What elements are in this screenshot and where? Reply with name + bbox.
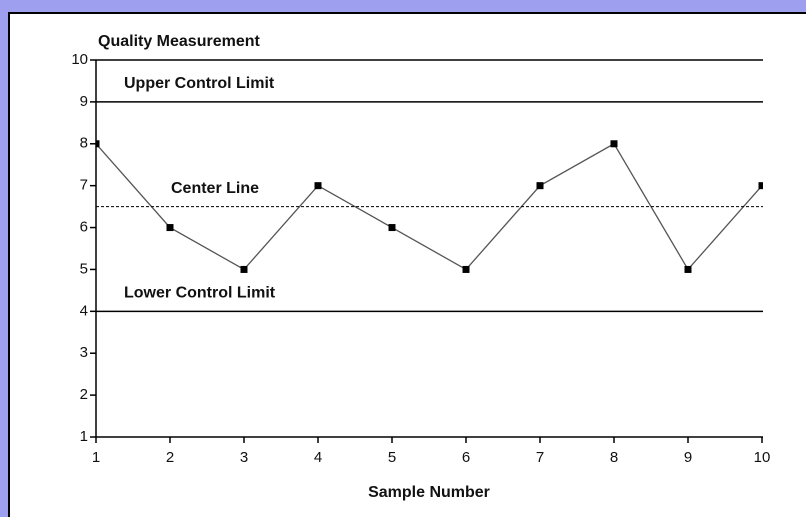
y-tick-label: 8 <box>80 135 88 152</box>
x-tick-label: 3 <box>240 449 248 466</box>
x-tick-label: 2 <box>166 449 174 466</box>
point-marker <box>610 140 618 148</box>
y-tick-label: 3 <box>80 344 88 361</box>
y-tick-label: 2 <box>80 386 88 403</box>
point-marker <box>536 182 544 190</box>
x-tick-label: 8 <box>610 449 618 466</box>
y-tick-label: 9 <box>80 93 88 110</box>
point-marker <box>758 182 763 190</box>
x-tick-label: 1 <box>92 449 100 466</box>
point-marker <box>388 224 396 232</box>
y-tick-label: 4 <box>80 302 88 319</box>
point-marker <box>684 265 692 273</box>
y-tick-label: 7 <box>80 177 88 194</box>
reference-label: Center Line <box>171 180 259 197</box>
x-tick-label: 10 <box>754 449 771 466</box>
y-tick-label: 10 <box>71 51 88 68</box>
point-marker <box>462 265 470 273</box>
reference-label: Upper Control Limit <box>124 75 275 92</box>
point-marker <box>314 182 322 190</box>
x-tick-label: 5 <box>388 449 396 466</box>
x-tick-label: 4 <box>314 449 322 466</box>
y-tick-label: 5 <box>80 260 88 277</box>
x-tick-label: 7 <box>536 449 544 466</box>
y-tick-label: 1 <box>80 428 88 445</box>
frame <box>8 12 806 517</box>
x-tick-label: 9 <box>684 449 692 466</box>
y-tick-label: 6 <box>80 219 88 236</box>
point-marker <box>240 265 248 273</box>
y-axis-label: Quality Measurement <box>98 33 261 50</box>
point-marker <box>166 224 174 232</box>
x-tick-label: 6 <box>462 449 470 466</box>
point-marker <box>96 140 100 148</box>
reference-label: Lower Control Limit <box>124 285 276 302</box>
x-axis-label: Sample Number <box>368 484 490 501</box>
